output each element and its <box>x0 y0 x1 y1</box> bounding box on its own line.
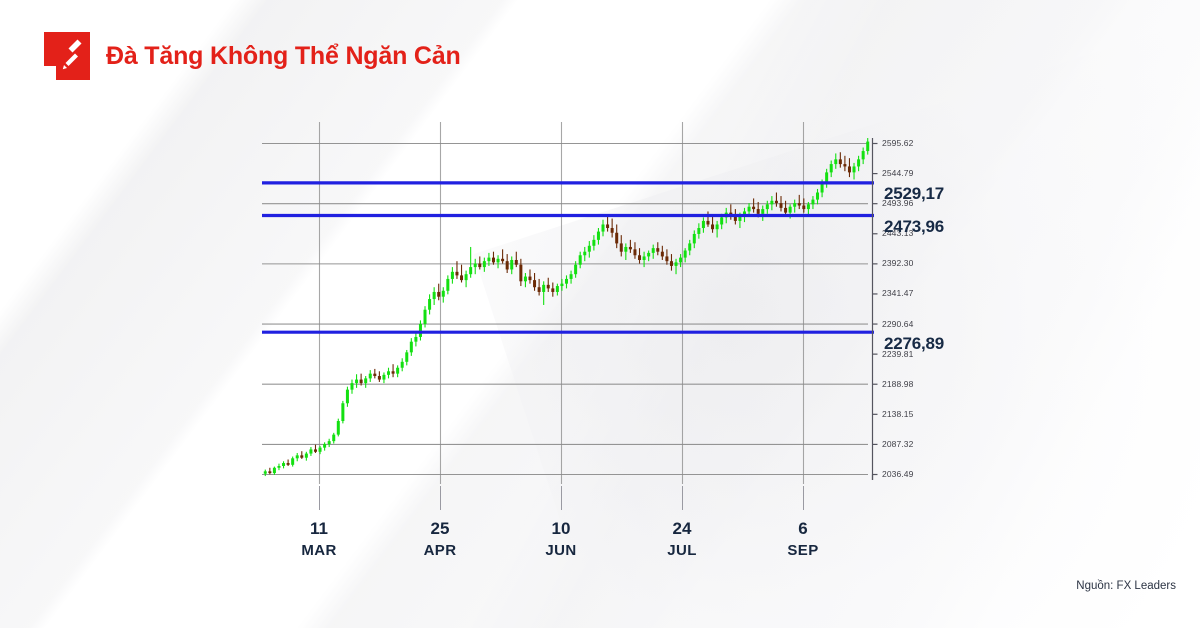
price-axis: 2595.62 2544.79 2493.96 2443.13 2392.30 2341.… <box>874 122 994 488</box>
price-tick-label: 2544.79 <box>882 168 914 179</box>
price-tick-label: 2188.98 <box>882 378 914 389</box>
price-tick-label: 2239.81 <box>882 348 914 359</box>
date-tick-mark <box>440 486 441 510</box>
date-day: 10 <box>551 519 571 538</box>
price-chart <box>262 122 874 484</box>
price-axis-line <box>864 122 884 488</box>
date-tick-mark <box>319 486 320 510</box>
date-tick-label: 25 APR <box>424 518 457 562</box>
date-day: 25 <box>430 519 450 538</box>
level-price-label: 2276,89 <box>884 333 945 353</box>
page-title: Đà Tăng Không Thể Ngăn Cản <box>106 41 461 70</box>
price-tick-label: 2290.64 <box>882 318 914 329</box>
date-month: JUN <box>545 542 577 559</box>
date-day: 11 <box>310 519 328 538</box>
date-day: 6 <box>798 519 808 538</box>
date-month: SEP <box>787 542 819 559</box>
price-tick-label: 2493.96 <box>882 198 914 209</box>
price-tick-label: 2443.13 <box>882 228 914 239</box>
date-month: JUL <box>667 542 697 559</box>
date-month: APR <box>423 542 457 559</box>
header: Đà Tăng Không Thể Ngăn Cản <box>44 32 461 80</box>
price-tick-label: 2392.30 <box>882 258 914 269</box>
level-price-label: 2473,96 <box>884 217 945 237</box>
price-tick-label: 2036.49 <box>882 469 914 479</box>
date-tick-label: 24 JUL <box>667 518 697 562</box>
price-tick-label: 2341.47 <box>882 288 914 299</box>
price-tick-label: 2595.62 <box>882 138 914 148</box>
date-tick-label: 11 MAR <box>301 518 336 562</box>
fx-pen-logo-icon <box>44 32 90 80</box>
date-tick-mark <box>682 486 683 510</box>
date-tick-mark <box>803 486 804 510</box>
price-tick-label: 2087.32 <box>882 438 914 449</box>
price-tick-label: 2138.15 <box>882 408 914 419</box>
source-caption: Nguồn: FX Leaders <box>1076 580 1176 592</box>
date-month: MAR <box>301 542 337 559</box>
date-tick-label: 6 SEP <box>787 518 818 562</box>
date-tick-mark <box>561 486 562 510</box>
level-price-label: 2529,17 <box>884 184 945 204</box>
date-tick-label: 10 JUN <box>545 518 576 562</box>
date-day: 24 <box>672 519 692 538</box>
